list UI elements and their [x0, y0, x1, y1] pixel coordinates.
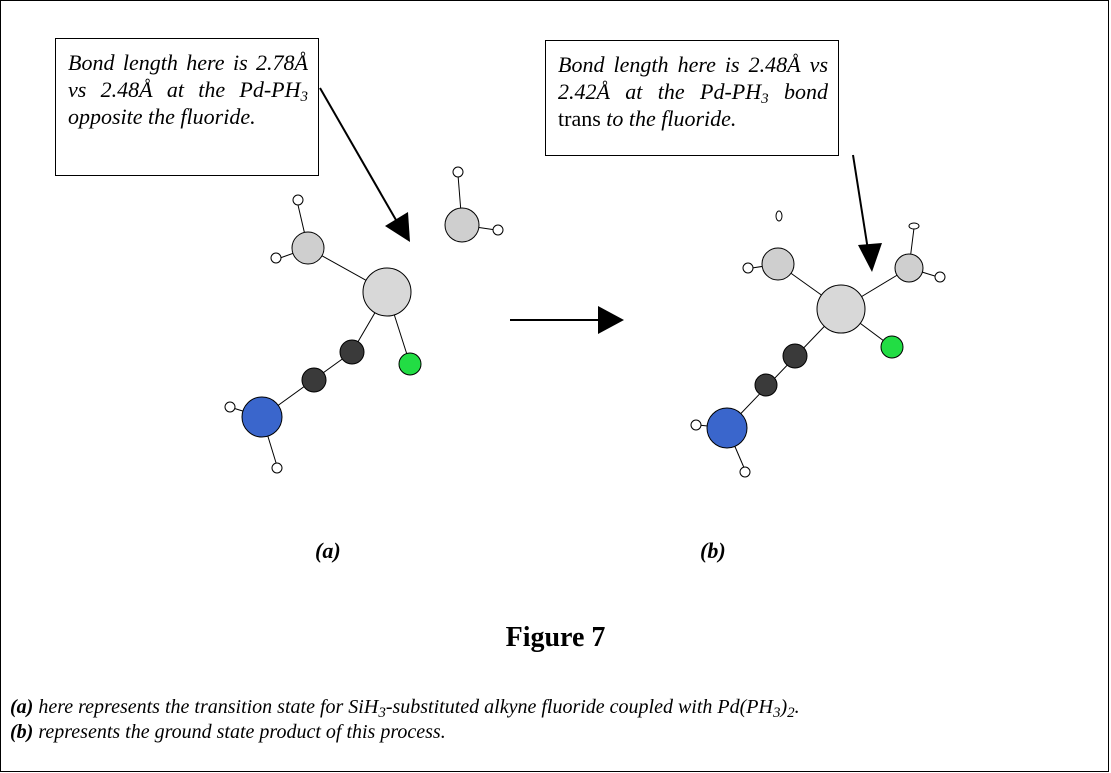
text-run: here represents the transition state for… [33, 696, 378, 718]
callout: Bond length here is 2.48Å vs 2.42Å at th… [545, 40, 839, 156]
text-run: (a) [10, 696, 33, 718]
molecule-b [691, 211, 945, 477]
text-run: 3 [301, 89, 309, 105]
text-run: to the fluoride. [601, 106, 737, 131]
caption-line: (b) represents the ground state product … [10, 721, 446, 744]
text-run: (b) [10, 721, 33, 743]
text-run: trans [558, 106, 601, 131]
figure-page: Bond length here is 2.78Å vs 2.48Å at th… [0, 0, 1111, 773]
panel-label: (b) [700, 538, 726, 564]
molecule-a [225, 167, 503, 473]
panel-label: (a) [315, 538, 341, 564]
text-run: represents the ground state product of t… [33, 721, 445, 743]
figure-title: Figure 7 [0, 622, 1111, 654]
text-run: Bond length here is 2.78Å vs 2.48Å at th… [68, 50, 308, 102]
text-run: -substituted alkyne fluoride coupled wit… [386, 696, 773, 718]
caption-line: (a) here represents the transition state… [10, 696, 800, 719]
text-run: 2 [787, 705, 795, 721]
text-run: 3 [378, 705, 386, 721]
text-run: . [795, 696, 800, 718]
text-run: 3 [761, 91, 769, 107]
text-run: opposite the fluoride. [68, 104, 256, 129]
text-run: bond [769, 79, 828, 104]
callout: Bond length here is 2.78Å vs 2.48Å at th… [55, 38, 319, 176]
